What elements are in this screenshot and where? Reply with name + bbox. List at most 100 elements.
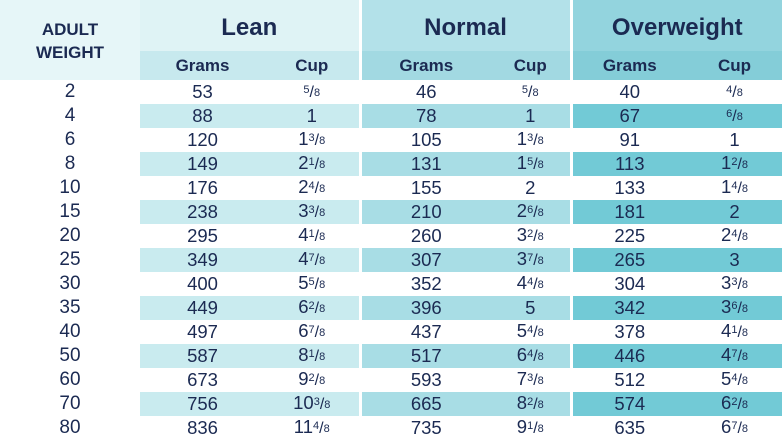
lean-cup-cell: 67/8 — [265, 320, 360, 344]
overweight-cup-cell-numerator: 4 — [731, 180, 738, 192]
lean-cup-cell: 103/8 — [265, 392, 361, 416]
overweight-cup-cell-numerator: 4 — [731, 372, 738, 384]
overweight-cup-cell-denominator: 8 — [741, 375, 749, 387]
lean-cup-cell: 47/8 — [265, 248, 361, 272]
normal-cup-cell-numerator: 7 — [527, 252, 534, 264]
normal-cup-cell-whole: 1 — [525, 105, 536, 126]
lean-cup-cell: 5/8 — [265, 80, 360, 104]
adult-weight-cell: 35 — [59, 297, 81, 318]
overweight-grams-cell: 378 — [569, 320, 688, 344]
table-row: 4 88 1 78 1 67 6/8 — [0, 104, 782, 128]
lean-grams-cell: 53 — [192, 81, 213, 102]
fraction-slash: / — [314, 132, 320, 149]
lean-cup-cell-whole: 2 — [298, 152, 309, 173]
normal-cup-cell-denominator: 8 — [537, 135, 544, 147]
lean-grams-cell: 176 — [187, 177, 218, 198]
overweight-cup-cell-denominator: 8 — [741, 423, 749, 435]
normal-cup-cell-whole: 1 — [516, 152, 528, 173]
lean-cup-cell-numerator: 1 — [308, 156, 315, 168]
normal-cup-cell: 32/8 — [491, 224, 571, 248]
normal-cup-cell: 91/8 — [491, 416, 571, 440]
table-row: 20 295 41/8 260 32/8 225 24/8 — [0, 224, 782, 248]
lean-cup-cell-whole: 11 — [293, 416, 314, 437]
lean-cup-cell-denominator: 8 — [319, 255, 326, 267]
normal-cup-cell-denominator: 8 — [537, 327, 544, 339]
lean-cup-cell-numerator: 2 — [308, 372, 315, 384]
lean-cup-cell-numerator: 3 — [308, 132, 315, 144]
fraction-slash: / — [314, 276, 320, 293]
group-header-normal: Normal — [358, 0, 572, 51]
lean-cup-cell-whole: 1 — [298, 128, 309, 149]
fraction-slash: / — [737, 180, 742, 197]
overweight-grams-cell: 342 — [569, 296, 688, 320]
normal-cup-cell-whole: 2 — [516, 200, 528, 221]
lean-grams-cell: 349 — [140, 248, 265, 272]
normal-grams-cell: 396 — [358, 296, 492, 320]
lean-cup-cell-whole: 9 — [298, 368, 309, 389]
lean-grams-cell: 497 — [187, 321, 218, 342]
normal-cup-cell-whole: 9 — [516, 416, 528, 437]
lean-cup-cell-whole: 6 — [298, 320, 309, 341]
normal-cup-cell-numerator: 6 — [527, 204, 534, 216]
adult-weight-cell: 8 — [64, 153, 76, 174]
normal-cup-cell: 1 — [491, 104, 572, 128]
fraction-slash: / — [533, 252, 538, 269]
fraction-slash: / — [533, 324, 538, 341]
normal-cup-cell: 64/8 — [491, 344, 572, 368]
fraction-slash: / — [314, 348, 320, 365]
normal-cup-cell-numerator: 3 — [527, 372, 534, 384]
lean-cup-cell: 21/8 — [265, 152, 361, 176]
lean-cup-cell-numerator: 7 — [308, 324, 315, 336]
table-row: 80 836 114/8 735 91/8 635 67/8 — [0, 416, 782, 440]
fraction-slash: / — [319, 420, 324, 437]
normal-cup-cell-whole: 6 — [516, 344, 528, 365]
fraction-slash: / — [732, 108, 737, 125]
lean-cup-cell-whole: 6 — [298, 296, 309, 317]
lean-cup-cell-whole: 8 — [298, 344, 309, 365]
lean-cup-cell-denominator: 8 — [319, 183, 326, 195]
normal-cup-cell-numerator: 2 — [527, 228, 534, 240]
table-row: 35 449 62/8 396 5 342 36/8 — [0, 296, 782, 320]
lean-cup-cell-denominator: 8 — [323, 423, 330, 435]
overweight-cup-cell: 36/8 — [687, 296, 782, 320]
lean-cup-cell: 81/8 — [265, 344, 361, 368]
overweight-cup-cell-whole: 3 — [729, 249, 740, 270]
lean-grams-cell: 756 — [140, 392, 265, 416]
overweight-cup-cell-numerator: 6 — [731, 300, 738, 312]
overweight-grams-cell: 181 — [569, 200, 688, 224]
overweight-cup-cell-denominator: 8 — [741, 279, 749, 291]
fraction-slash: / — [314, 180, 320, 197]
overweight-cup-cell-whole: 4 — [721, 320, 732, 341]
normal-cup-cell-whole: 8 — [516, 392, 528, 413]
adult-weight-line1: ADULT — [41, 20, 99, 39]
lean-cup-cell-denominator: 8 — [319, 159, 326, 171]
overweight-cup-cell: 4/8 — [687, 80, 782, 104]
normal-grams-header: Grams — [358, 51, 492, 80]
normal-cup-cell: 2 — [491, 176, 571, 200]
normal-cup-cell-numerator: 2 — [527, 396, 534, 408]
fraction-slash: / — [737, 156, 742, 173]
adult-weight-cell: 2 — [64, 81, 76, 102]
fraction-slash: / — [314, 372, 320, 389]
lean-cup-cell-whole: 2 — [298, 176, 309, 197]
table-row: 70 756 103/8 665 82/8 574 62/8 — [0, 392, 782, 416]
adult-weight-cell: 50 — [59, 345, 81, 366]
overweight-cup-cell-numerator: 6 — [726, 108, 733, 120]
lean-cup-cell-numerator: 7 — [308, 252, 315, 264]
normal-cup-cell-whole: 3 — [516, 248, 528, 269]
overweight-cup-cell-denominator: 8 — [741, 183, 749, 195]
normal-cup-cell-numerator: 4 — [527, 276, 534, 288]
lean-cup-cell-numerator: 1 — [308, 348, 315, 360]
normal-grams-cell: 131 — [358, 152, 492, 176]
lean-cup-cell-denominator: 8 — [319, 351, 326, 363]
normal-cup-cell-numerator: 5 — [521, 84, 529, 96]
overweight-cup-cell-numerator: 7 — [731, 348, 738, 360]
group-header-overweight: Overweight — [569, 0, 782, 51]
normal-cup-cell: 82/8 — [491, 392, 572, 416]
overweight-cup-cell-numerator: 1 — [731, 324, 738, 336]
fraction-slash: / — [528, 84, 533, 101]
overweight-cup-cell: 62/8 — [687, 392, 782, 416]
lean-cup-cell-numerator: 3 — [313, 396, 320, 408]
overweight-cup-cell: 47/8 — [687, 344, 782, 368]
